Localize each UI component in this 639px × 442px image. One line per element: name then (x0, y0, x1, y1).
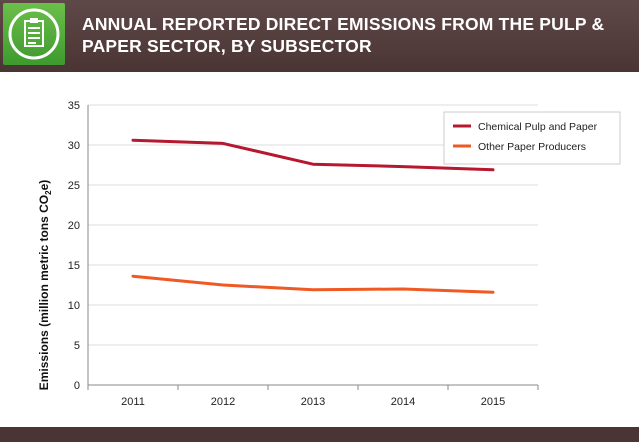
x-tick-label: 2013 (301, 396, 325, 408)
legend-label: Chemical Pulp and Paper (478, 121, 598, 133)
y-axis-label: Emissions (million metric tons CO2e) (37, 180, 53, 391)
y-tick-label: 20 (68, 220, 80, 232)
legend-box (443, 111, 621, 165)
series-line-1 (131, 138, 495, 172)
x-tick-label: 2012 (211, 396, 235, 408)
y-tick-label: 10 (68, 300, 80, 312)
y-tick-label: 5 (74, 340, 80, 352)
y-tick-label: 30 (68, 140, 80, 152)
series-line-2 (131, 274, 495, 294)
clipboard-icon (3, 3, 65, 65)
legend-label: Other Paper Producers (478, 141, 586, 153)
y-tick-label: 35 (68, 100, 80, 112)
y-tick-label: 25 (68, 180, 80, 192)
legend: Chemical Pulp and Paper Other Paper Produ… (443, 111, 621, 165)
y-tick-label: 0 (74, 380, 80, 392)
line-chart: Emissions (million metric tons CO2e) 0 5 1… (37, 100, 621, 408)
x-tick-label: 2011 (121, 396, 145, 408)
x-tick-label: 2015 (481, 396, 505, 408)
footer-bar (0, 427, 639, 442)
header-bar: ANNUAL REPORTED DIRECT EMISSIONS FROM TH… (0, 0, 639, 72)
y-tick-label: 15 (68, 260, 80, 272)
page-title: ANNUAL REPORTED DIRECT EMISSIONS FROM TH… (82, 14, 605, 56)
x-tick-label: 2014 (391, 396, 415, 408)
